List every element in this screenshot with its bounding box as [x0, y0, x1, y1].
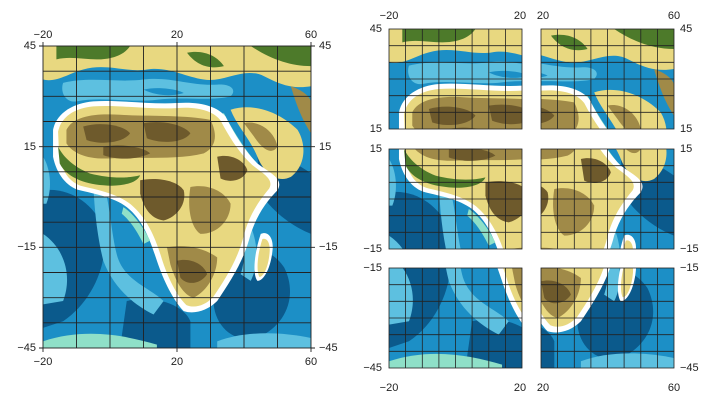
tiles-left-label-1: 45	[369, 23, 382, 35]
main-map-grid	[39, 42, 315, 352]
main-left-label-45: 45	[23, 40, 36, 52]
main-top-label-w: −20	[33, 29, 53, 41]
tiles-bottom-label-1: −20	[379, 382, 399, 394]
tiles-right-label-1: 45	[680, 23, 693, 35]
tiles-top-label-4: 60	[667, 10, 681, 22]
main-left-label-15: 15	[23, 141, 36, 153]
tiles-right-label-6: −45	[680, 362, 699, 374]
main-bottom-label-c: 20	[170, 356, 184, 368]
tiles-left-label-6: −45	[363, 362, 382, 374]
tiles-right-label-4: −15	[680, 243, 699, 255]
main-bottom-label-w: −20	[33, 356, 53, 368]
tiles-bottom-label-4: 60	[667, 382, 681, 394]
main-bottom-label-e: 60	[304, 356, 318, 368]
tiles-right-label-5: −15	[680, 262, 699, 274]
main-left-label-m15: −15	[17, 241, 36, 253]
tiles-right-label-3: 15	[680, 143, 693, 155]
main-top-label-e: 60	[304, 29, 318, 41]
tiles-grid	[388, 28, 675, 369]
main-right-label-m45: −45	[319, 342, 338, 354]
tiles-left-label-3: 15	[369, 143, 382, 155]
tiles-bottom-label-2: 20	[513, 382, 527, 394]
tiles-left-label-4: −15	[363, 243, 382, 255]
tiles-top-label-2: 20	[513, 10, 527, 22]
tiles-top-label-3: 20	[536, 10, 550, 22]
tiles-bottom-label-3: 20	[536, 382, 550, 394]
tiles-right-label-2: 15	[680, 123, 693, 135]
tiles-left-label-2: 15	[369, 123, 382, 135]
main-right-label-45: 45	[319, 40, 332, 52]
main-top-label-c: 20	[170, 29, 184, 41]
tiles-left-label-5: −15	[363, 262, 382, 274]
main-right-label-m15: −15	[319, 241, 338, 253]
main-right-label-15: 15	[319, 141, 332, 153]
tiles-top-label-1: −20	[379, 10, 399, 22]
main-left-label-m45: −45	[17, 342, 36, 354]
